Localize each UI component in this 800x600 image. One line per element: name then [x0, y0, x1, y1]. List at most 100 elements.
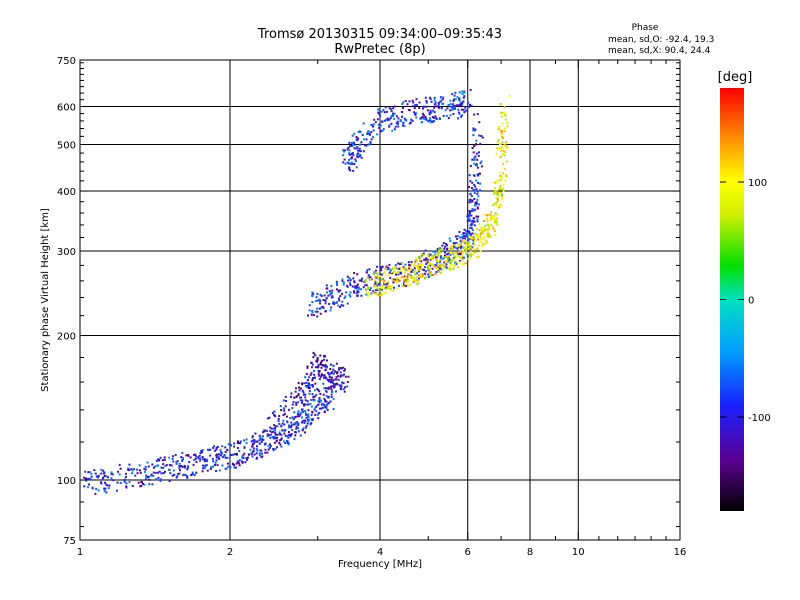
echo-point	[469, 248, 472, 251]
echo-point	[390, 285, 393, 288]
echo-point	[163, 458, 166, 461]
echo-point	[500, 115, 503, 118]
echo-point	[305, 416, 308, 419]
echo-point	[487, 228, 490, 231]
echo-point	[437, 253, 440, 256]
echo-point	[150, 473, 153, 476]
echo-point	[433, 265, 436, 268]
echo-point	[330, 393, 333, 396]
echo-point	[471, 147, 474, 150]
echo-point	[278, 431, 281, 434]
echo-point	[378, 108, 381, 111]
echo-point	[467, 101, 470, 104]
echo-point	[480, 134, 483, 137]
echo-point	[374, 276, 377, 279]
echo-point	[407, 273, 410, 276]
echo-point	[316, 307, 319, 310]
echo-point	[368, 274, 371, 277]
echo-point	[492, 227, 495, 230]
echo-point	[475, 215, 478, 218]
echo-point	[394, 125, 397, 128]
echo-point	[455, 263, 458, 266]
echo-point	[215, 446, 218, 449]
echo-point	[146, 461, 149, 464]
echo-point	[501, 136, 504, 139]
echo-point	[382, 272, 385, 275]
echo-point	[128, 463, 131, 466]
echo-point	[316, 299, 319, 302]
echo-point	[403, 278, 406, 281]
echo-point	[327, 401, 330, 404]
echo-point	[251, 435, 254, 438]
echo-point	[408, 265, 411, 268]
echo-point	[201, 449, 204, 452]
echo-point	[393, 267, 396, 270]
echo-point	[402, 267, 405, 270]
echo-point	[112, 479, 115, 482]
echo-point	[467, 247, 470, 250]
echo-point	[301, 399, 304, 402]
echo-point	[360, 141, 363, 144]
echo-point	[310, 313, 313, 316]
echo-point	[332, 379, 335, 382]
echo-point	[387, 273, 390, 276]
echo-point	[403, 284, 406, 287]
echo-point	[330, 385, 333, 388]
echo-point	[229, 444, 232, 447]
echo-point	[154, 471, 157, 474]
echo-point	[430, 271, 433, 274]
echo-point	[186, 476, 189, 479]
echo-point	[262, 435, 265, 438]
echo-point	[501, 141, 504, 144]
echo-point	[207, 448, 210, 451]
echo-point	[492, 214, 495, 217]
echo-point	[472, 134, 475, 137]
x-tick-label: 8	[527, 547, 533, 558]
echo-point	[379, 120, 382, 123]
echo-point	[506, 122, 509, 125]
echo-point	[501, 196, 504, 199]
echo-point	[448, 247, 451, 250]
echo-point	[468, 198, 471, 201]
echo-point	[185, 454, 188, 457]
echo-point	[304, 399, 307, 402]
echo-point	[397, 278, 400, 281]
echo-point	[311, 309, 314, 312]
echo-point	[466, 252, 469, 255]
echo-point	[386, 268, 389, 271]
echo-point	[169, 472, 172, 475]
echo-point	[315, 405, 318, 408]
echo-point	[233, 466, 236, 469]
echo-point	[308, 309, 311, 312]
echo-point	[458, 230, 461, 233]
echo-point	[458, 103, 461, 106]
y-tick-label: 300	[57, 247, 76, 258]
echo-point	[282, 440, 285, 443]
echo-point	[426, 267, 429, 270]
echo-point	[468, 211, 471, 214]
echo-point	[422, 254, 425, 257]
echo-point	[446, 253, 449, 256]
echo-point	[386, 282, 389, 285]
echo-point	[386, 274, 389, 277]
echo-point	[227, 465, 230, 468]
chart-subtitle: RwPretec (8p)	[334, 42, 425, 57]
echo-point	[405, 284, 408, 287]
echo-point	[186, 466, 189, 469]
echo-point	[332, 384, 335, 387]
echo-point	[437, 250, 440, 253]
echo-point	[477, 235, 480, 238]
echo-point	[417, 282, 420, 285]
echo-point	[274, 427, 277, 430]
echo-point	[470, 104, 473, 107]
echo-point	[416, 265, 419, 268]
echo-point	[440, 255, 443, 258]
echo-point	[450, 251, 453, 254]
echo-point	[307, 409, 310, 412]
echo-point	[401, 107, 404, 110]
echo-point	[181, 465, 184, 468]
echo-point	[102, 475, 105, 478]
echo-point	[291, 416, 294, 419]
x-tick-label: 1	[77, 547, 83, 558]
echo-point	[202, 467, 205, 470]
